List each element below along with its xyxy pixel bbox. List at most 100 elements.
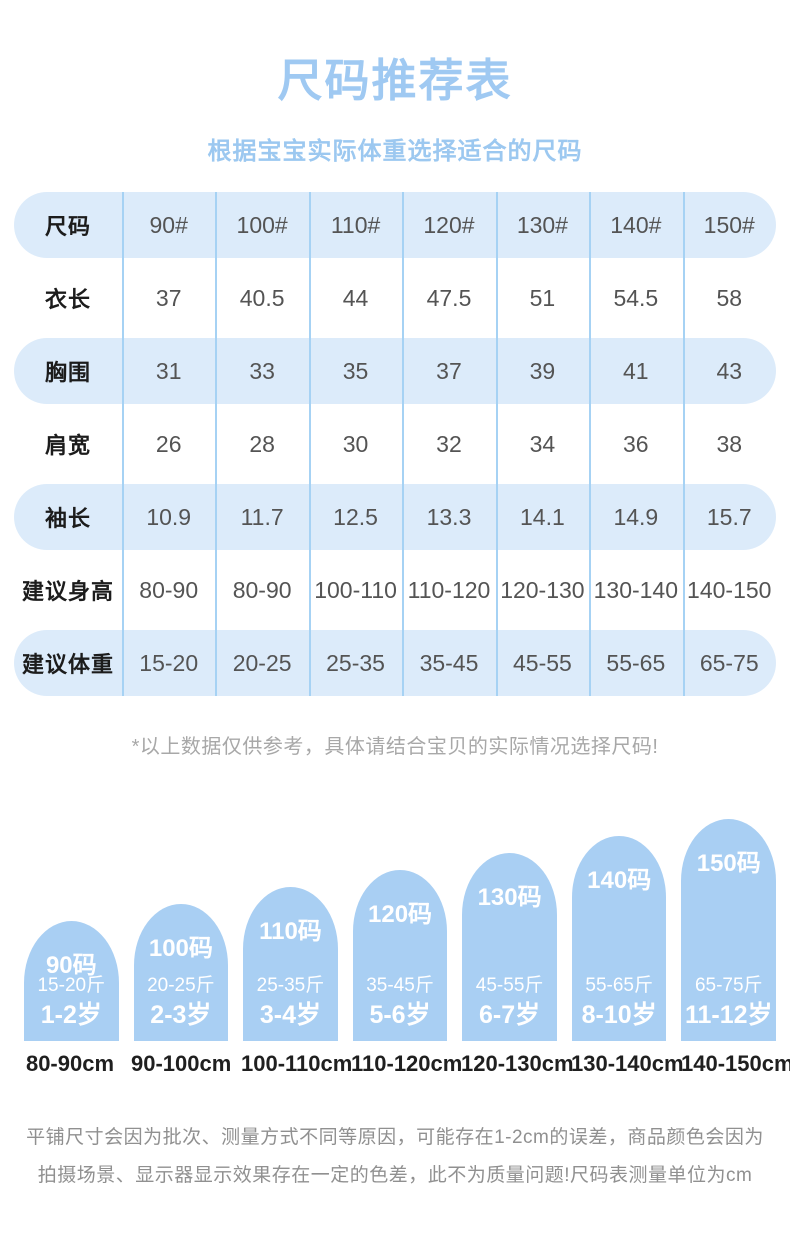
- bar-height-cm-label: 120-130cm: [461, 1051, 574, 1076]
- table-cell: 40.5: [239, 284, 285, 311]
- table-cell: 45-55: [512, 649, 572, 676]
- table-cell: 120#: [423, 211, 475, 238]
- table-cell: 31: [155, 357, 182, 384]
- table-cell: 130-140: [593, 576, 679, 603]
- table-cell: 26: [155, 430, 182, 457]
- bar-size-label: 100码: [148, 935, 213, 962]
- bar-size-label: 90码: [45, 952, 97, 979]
- table-cell: 35-45: [419, 649, 479, 676]
- size-bar: 110码 25-35斤 3-4岁: [243, 887, 338, 1041]
- size-bar: 130码 45-55斤 6-7岁: [462, 853, 557, 1041]
- table-cell: 58: [716, 284, 743, 311]
- table-cell: 14.1: [520, 503, 565, 530]
- size-table: 尺码 90# 100# 110# 120# 130# 140# 150# 衣长 37 40.5 44 4…: [14, 192, 776, 696]
- table-cell: 120-130: [500, 576, 585, 603]
- table-cell: 44: [342, 284, 369, 311]
- page-title: 尺码推荐表: [277, 55, 513, 106]
- table-row: 建议身高 80-90 80-90 100-110 110-120 120-130 130-1…: [14, 550, 776, 630]
- table-row: 尺码 90# 100# 110# 120# 130# 140# 150#: [14, 192, 776, 258]
- bar-height-cm-label: 130-140cm: [571, 1051, 684, 1076]
- table-cell: 15.7: [706, 503, 752, 530]
- table-row: 建议体重 15-20 20-25 25-35 35-45 45-55 55-65 65-75: [14, 630, 776, 696]
- row-label: 胸围: [44, 360, 91, 385]
- table-row: 肩宽 26 28 30 32 34 36 38: [14, 404, 776, 484]
- row-label: 衣长: [44, 287, 91, 312]
- table-cell: 34: [529, 430, 556, 457]
- table-cell: 110-120: [407, 576, 491, 603]
- table-cell: 65-75: [699, 649, 759, 676]
- table-cell: 28: [249, 430, 275, 457]
- bar-age-label: 8-10岁: [581, 1001, 657, 1029]
- bar-weight-label: 25-35斤: [256, 975, 325, 996]
- row-label: 建议体重: [21, 652, 114, 677]
- table-cell: 80-90: [139, 576, 199, 603]
- disclaimer-line-1: 平铺尺寸会因为批次、测量方式不同等原因，可能存在1-2cm的误差，商品颜色会因为: [26, 1127, 764, 1148]
- row-label: 肩宽: [44, 433, 91, 458]
- bar-height-cm-label: 80-90cm: [25, 1051, 115, 1076]
- bar-height-cm-label: 140-150cm: [681, 1051, 790, 1076]
- size-bar: 150码 65-75斤 11-12岁: [681, 819, 777, 1041]
- bar-weight-label: 20-25斤: [147, 975, 215, 996]
- table-cell: 47.5: [426, 284, 472, 311]
- bar-height-cm-label: 90-100cm: [131, 1051, 232, 1076]
- bar-weight-label: 55-65斤: [585, 975, 653, 996]
- table-cell: 37: [155, 284, 182, 311]
- bar-size-label: 140码: [587, 867, 652, 894]
- table-cell: 14.9: [613, 503, 659, 530]
- table-row: 衣长 37 40.5 44 47.5 51 54.5 58: [14, 258, 776, 338]
- size-bar: 100码 20-25斤 2-3岁: [133, 904, 229, 1041]
- row-label: 袖长: [44, 506, 91, 531]
- table-cell: 15-20: [139, 649, 199, 676]
- table-cell: 32: [436, 430, 462, 457]
- table-cell: 37: [436, 357, 462, 384]
- bar-age-label: 6-7岁: [479, 1001, 541, 1029]
- table-cell: 54.5: [613, 284, 659, 311]
- table-cell: 35: [342, 357, 369, 384]
- table-cell: 10.9: [146, 503, 192, 530]
- row-label: 尺码: [44, 214, 91, 239]
- table-cell: 13.3: [426, 503, 472, 530]
- table-cell: 90#: [149, 211, 188, 238]
- table-cell: 38: [716, 430, 743, 457]
- size-chart-page: 尺码推荐表 根据宝宝实际体重选择适合的尺码 尺码 90# 100# 110# 120# 1…: [0, 44, 790, 1244]
- size-bar: 90码 15-20斤 1-2岁: [24, 921, 119, 1041]
- table-cell: 110#: [330, 211, 381, 238]
- table-cell: 80-90: [232, 576, 292, 603]
- bar-age-label: 5-6岁: [369, 1001, 431, 1029]
- bar-height-cm-label: 100-110cm: [241, 1051, 353, 1076]
- table-row: 袖长 10.9 11.7 12.5 13.3 14.1 14.9 15.7: [14, 484, 776, 550]
- bar-size-label: 150码: [696, 850, 761, 877]
- table-row: 胸围 31 33 35 37 39 41 43: [14, 338, 776, 404]
- row-label: 建议身高: [21, 579, 114, 604]
- table-cell: 25-35: [326, 649, 385, 676]
- size-bar: 120码 35-45斤 5-6岁: [352, 870, 448, 1041]
- bar-weight-label: 65-75斤: [694, 975, 763, 996]
- height-labels-row: 80-90cm 90-100cm 100-110cm 110-120cm 120-130…: [14, 1051, 790, 1077]
- bar-weight-label: 35-45斤: [366, 975, 434, 996]
- table-cell: 100#: [236, 211, 288, 238]
- disclaimer-line-2: 拍摄场景、显示器显示效果存在一定的色差，此不为质量问题!尺码表测量单位为cm: [37, 1165, 753, 1186]
- table-cell: 36: [623, 430, 649, 457]
- bar-age-label: 11-12岁: [684, 1001, 773, 1029]
- page-subtitle: 根据宝宝实际体重选择适合的尺码: [207, 138, 583, 165]
- reference-note: *以上数据仅供参考，具体请结合宝贝的实际情况选择尺码!: [131, 736, 659, 758]
- table-cell: 140-150: [687, 576, 772, 603]
- table-cell: 55-65: [606, 649, 666, 676]
- bars-row: 90码 15-20斤 1-2岁 100码 20-25斤 2-3岁 110码 25-35斤 3-4…: [14, 819, 777, 1041]
- table-cell: 30: [342, 430, 369, 457]
- bar-age-label: 3-4岁: [259, 1001, 322, 1029]
- bar-size-label: 130码: [477, 884, 542, 911]
- table-cell: 33: [249, 357, 275, 384]
- table-cell: 41: [623, 357, 649, 384]
- table-cell: 11.7: [240, 503, 284, 530]
- size-bar-chart: 90码 15-20斤 1-2岁 100码 20-25斤 2-3岁 110码 25-35斤 3-4…: [14, 819, 790, 1077]
- table-cell: 12.5: [333, 503, 378, 530]
- bar-size-label: 110码: [259, 918, 322, 945]
- table-cell: 43: [716, 357, 743, 384]
- bar-size-label: 120码: [368, 901, 433, 928]
- table-cell: 130#: [516, 211, 568, 238]
- size-bar: 140码 55-65斤 8-10岁: [571, 836, 667, 1041]
- disclaimer-text: 平铺尺寸会因为批次、测量方式不同等原因，可能存在1-2cm的误差，商品颜色会因为…: [14, 1119, 776, 1195]
- bar-age-label: 2-3岁: [150, 1001, 212, 1029]
- table-cell: 150#: [703, 211, 755, 238]
